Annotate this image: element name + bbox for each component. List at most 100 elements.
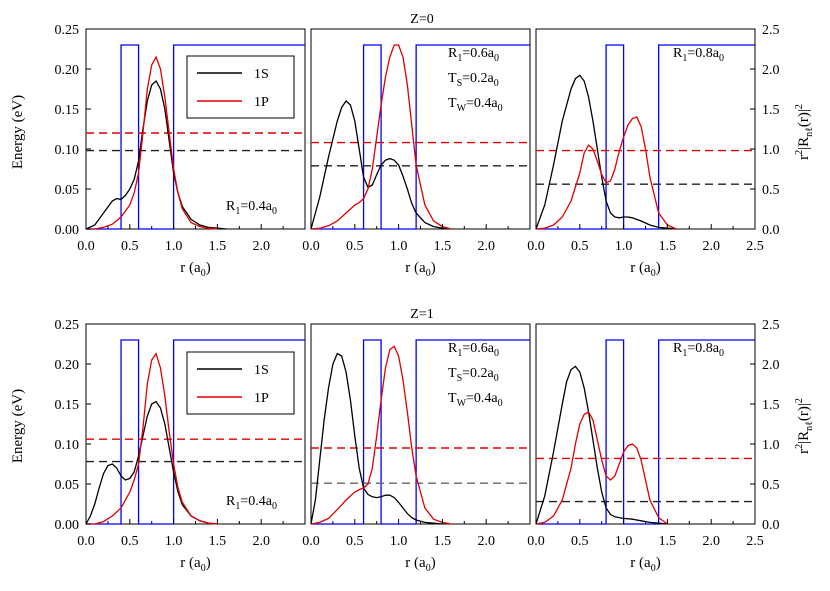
potential-profile: [536, 339, 755, 525]
x-tick-label: 0.0: [77, 239, 95, 254]
x-tick-label: 0.5: [346, 239, 364, 254]
x-tick-label: 0.5: [121, 534, 139, 549]
legend-1p-label: 1P: [254, 391, 269, 406]
legend-1s-label: 1S: [254, 363, 269, 378]
potential-profile: [311, 339, 530, 525]
chart-panel-1-2: 0.0 0.5 1.0 1.5 2.0 r (a0) R1=0.6a0 TS=0.2a0 TW=…: [302, 28, 531, 279]
y2-tick-label: 1.5: [762, 103, 780, 118]
chart-panel-2-2: 0.0 0.5 1.0 1.5 2.0 r (a0) R1=0.6a0 TS=0.2a0 TW=…: [302, 323, 531, 574]
potential-profile: [536, 44, 755, 230]
y2-tick-label: 1.5: [762, 398, 780, 413]
svg-text:r2|Rnℓ(r)|2: r2|Rnℓ(r)|2: [794, 104, 815, 160]
y2-tick-label: 1.0: [762, 438, 780, 453]
panel-parameter: TW=0.4a0: [448, 96, 503, 114]
x-tick-label: 0.0: [77, 534, 95, 549]
y-tick-label: 0.10: [55, 143, 80, 158]
panel-parameter: R1=0.4a0: [226, 199, 277, 217]
y2-tick-label: 2.5: [762, 23, 780, 38]
chart-panel-2-3: 0.0 0.5 1.0 1.5 2.0 2.5 r (a0) 0.0 0.5 1.0 1.5 2.0 2…: [527, 318, 779, 574]
x-tick-label: 1.0: [615, 239, 633, 254]
series-1p: [535, 411, 668, 525]
y-tick-label: 0.25: [55, 318, 80, 333]
x-tick-label: 1.5: [434, 534, 452, 549]
x-tick-label: 2.5: [746, 534, 764, 549]
x-tick-label: 1.0: [615, 534, 633, 549]
y2-tick-label: 0.5: [762, 183, 780, 198]
x-tick-label: 1.0: [390, 534, 408, 549]
y2-tick-label: 2.0: [762, 358, 780, 373]
x-tick-label: 2.0: [702, 239, 720, 254]
y2-axis-label-top: r2|Rnℓ(r)|2: [794, 104, 815, 160]
y-axis-label-energy-bottom: Energy (eV): [10, 389, 26, 463]
y-tick-label: 0.20: [55, 63, 80, 78]
x-tick-label: 1.5: [659, 239, 677, 254]
potential-profile: [311, 44, 530, 230]
legend-1s-label: 1S: [254, 67, 269, 82]
legend-top: 1S 1P: [186, 55, 295, 119]
x-axis-label: r (a0): [405, 260, 435, 279]
panel-parameter: TW=0.4a0: [448, 391, 503, 409]
x-tick-label: 0.5: [571, 534, 589, 549]
series-1s: [535, 74, 677, 230]
y-tick-label: 0.20: [55, 358, 80, 373]
x-tick-label: 2.0: [252, 534, 270, 549]
x-tick-label: 0.5: [121, 239, 139, 254]
y2-tick-label: 0.0: [762, 518, 780, 533]
y-tick-label: 0.05: [55, 478, 80, 493]
x-tick-label: 0.0: [527, 534, 545, 549]
x-tick-label: 1.0: [165, 239, 183, 254]
x-axis-label: r (a0): [180, 260, 210, 279]
y2-tick-label: 2.0: [762, 63, 780, 78]
legend-1p-label: 1P: [254, 95, 269, 110]
x-axis-label: r (a0): [630, 260, 660, 279]
y-tick-label: 0.00: [55, 223, 80, 238]
panel-parameter: R1=0.4a0: [226, 494, 277, 512]
chart-panel-2-1: 0.0 0.5 1.0 1.5 2.0 r (a0) 0.00 0.05 0.10 0.15 0.2…: [55, 318, 306, 574]
y-tick-label: 0.10: [55, 438, 80, 453]
x-axis-label: r (a0): [180, 555, 210, 574]
series-1p: [86, 352, 218, 525]
x-tick-label: 2.0: [477, 534, 495, 549]
svg-text:r2|Rnℓ(r)|2: r2|Rnℓ(r)|2: [794, 398, 815, 454]
chart-panel-1-1: 0.0 0.5 1.0 1.5 2.0 r (a0) 0.00 0.05 0.10 0.15 0.2…: [55, 23, 306, 279]
potential-profile: [86, 339, 305, 525]
x-tick-label: 0.0: [527, 239, 545, 254]
y-tick-label: 0.15: [55, 103, 80, 118]
row-title-z1: Z=1: [410, 307, 433, 322]
series-1p: [310, 44, 452, 230]
x-tick-label: 1.0: [165, 534, 183, 549]
y-tick-label: 0.00: [55, 518, 80, 533]
panel-parameter: R1=0.8a0: [673, 341, 724, 359]
x-axis-label: r (a0): [405, 555, 435, 574]
y-tick-label: 0.25: [55, 23, 80, 38]
series-1p: [535, 116, 677, 230]
y2-axis-label-bottom: r2|Rnℓ(r)|2: [794, 398, 815, 454]
x-tick-label: 1.5: [209, 534, 227, 549]
x-tick-label: 2.0: [702, 534, 720, 549]
y2-tick-label: 1.0: [762, 143, 780, 158]
legend-bottom: 1S 1P: [186, 351, 295, 415]
series-1s: [85, 400, 218, 525]
chart-panel-1-3: 0.0 0.5 1.0 1.5 2.0 2.5 r (a0) 0.0 0.5 1.0 1.5 2.0 2…: [527, 23, 779, 279]
series-1p: [310, 345, 452, 525]
series-1s: [85, 79, 227, 230]
x-tick-label: 1.5: [659, 534, 677, 549]
x-axis-label: r (a0): [630, 555, 660, 574]
y2-tick-label: 0.5: [762, 478, 780, 493]
x-tick-label: 0.0: [302, 239, 320, 254]
x-tick-label: 2.5: [746, 239, 764, 254]
series-1s: [310, 352, 443, 525]
panel-parameter: TS=0.2a0: [448, 71, 499, 89]
x-tick-label: 1.0: [390, 239, 408, 254]
x-tick-label: 2.0: [477, 239, 495, 254]
series-1s: [310, 100, 452, 230]
x-tick-label: 1.5: [209, 239, 227, 254]
y-tick-label: 0.05: [55, 183, 80, 198]
series-1p: [86, 55, 218, 230]
panel-parameter: R1=0.6a0: [448, 46, 499, 64]
panel-parameter: TS=0.2a0: [448, 366, 499, 384]
panel-parameter: R1=0.8a0: [673, 46, 724, 64]
y-tick-label: 0.15: [55, 398, 80, 413]
series-1s: [535, 365, 668, 525]
